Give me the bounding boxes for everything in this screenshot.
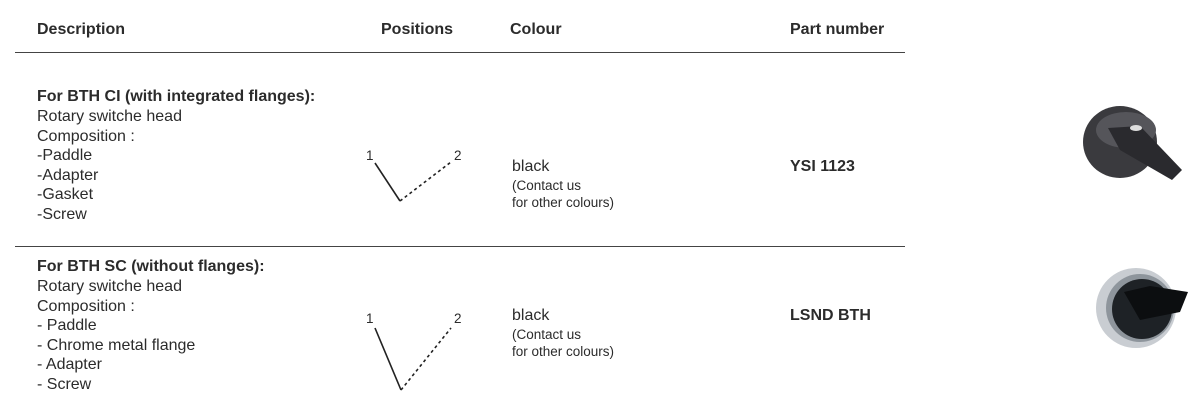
description-line: -Paddle	[37, 147, 93, 164]
description-line: -Gasket	[37, 186, 94, 203]
description-line: - Adapter	[37, 356, 102, 373]
description-line: - Paddle	[37, 317, 97, 334]
position-label: 2	[454, 311, 462, 326]
position-label: 1	[366, 311, 374, 326]
position-diagram	[374, 161, 452, 391]
position-label: 1	[366, 148, 374, 163]
column-header: Positions	[381, 21, 454, 38]
description-line: Rotary switche head	[37, 278, 182, 295]
description-line: Composition :	[37, 297, 135, 315]
row-title: For BTH CI (with integrated flanges):	[37, 88, 316, 105]
description-line: Composition :	[37, 127, 135, 145]
part-number: LSND BTH	[790, 307, 871, 324]
colour-note: for other colours)	[512, 344, 615, 359]
column-header: Description	[37, 21, 126, 38]
description-line: - Screw	[37, 375, 92, 393]
part-number: YSI 1123	[790, 158, 855, 175]
colour-note: (Contact us	[512, 178, 582, 193]
colour-note: (Contact us	[512, 327, 582, 342]
column-header: Colour	[510, 21, 562, 38]
description-line: - Chrome metal flange	[37, 336, 196, 354]
colour: black	[512, 158, 550, 175]
colour: black	[512, 307, 550, 324]
description-line: -Screw	[37, 205, 87, 223]
header-rule	[15, 52, 905, 53]
row-rule	[15, 246, 905, 247]
position-label: 2	[454, 148, 462, 163]
column-header: Part number	[790, 21, 885, 38]
description-line: -Adapter	[37, 166, 99, 184]
colour-note: for other colours)	[512, 195, 615, 210]
row-title: For BTH SC (without flanges):	[37, 258, 265, 275]
knob-image-2	[1096, 268, 1188, 348]
description-line: Rotary switche head	[37, 108, 182, 125]
knob-image-1	[1083, 106, 1182, 180]
